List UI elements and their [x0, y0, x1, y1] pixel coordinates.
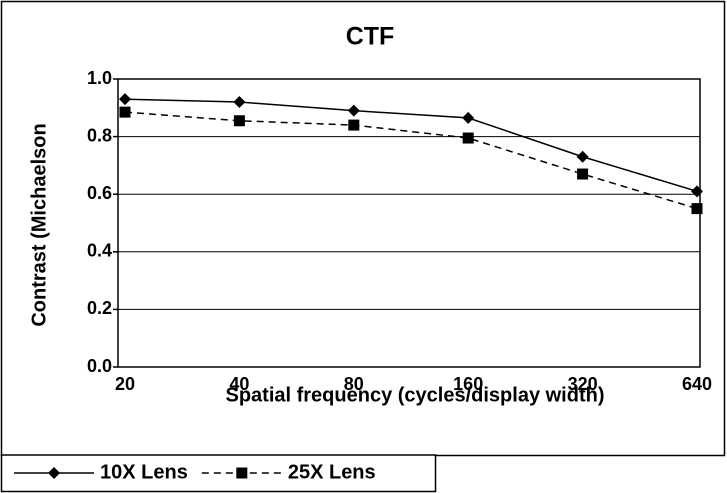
- y-tick-label: 0.0: [87, 356, 112, 376]
- series-line: [124, 98, 698, 193]
- x-tick-label: 160: [453, 374, 483, 394]
- data-point: [233, 96, 246, 109]
- legend-marker: [236, 467, 248, 479]
- y-tick-label: 0.8: [87, 125, 112, 145]
- data-point: [691, 203, 703, 215]
- data-point: [577, 168, 589, 180]
- data-point: [348, 119, 360, 131]
- plot-area: [117, 78, 701, 368]
- x-tick-label: 640: [682, 374, 712, 394]
- legend-label: 10X Lens: [100, 461, 188, 483]
- data-point: [347, 104, 360, 117]
- data-point: [462, 111, 475, 124]
- data-point: [462, 132, 474, 144]
- legend-label: 25X Lens: [288, 461, 376, 483]
- x-tick-label: 320: [568, 374, 598, 394]
- y-tick-label: 0.2: [87, 298, 112, 318]
- y-axis-label: Contrast (Michaelson: [28, 123, 50, 326]
- data-point: [576, 150, 589, 163]
- y-tick-label: 0.6: [87, 183, 112, 203]
- chart-title: CTF: [346, 23, 395, 51]
- data-point: [691, 185, 703, 198]
- x-tick-label: 20: [115, 374, 135, 394]
- series-line: [124, 111, 698, 210]
- data-point: [119, 93, 131, 106]
- y-tick-label: 1.0: [87, 68, 112, 88]
- y-tick-label: 0.4: [87, 241, 112, 261]
- x-axis-label: Spatial frequency (cycles/display width): [225, 384, 604, 406]
- data-point: [233, 115, 245, 127]
- legend-marker: [48, 467, 60, 479]
- data-point: [119, 106, 131, 118]
- x-tick-label: 40: [229, 374, 249, 394]
- x-tick-label: 80: [344, 374, 364, 394]
